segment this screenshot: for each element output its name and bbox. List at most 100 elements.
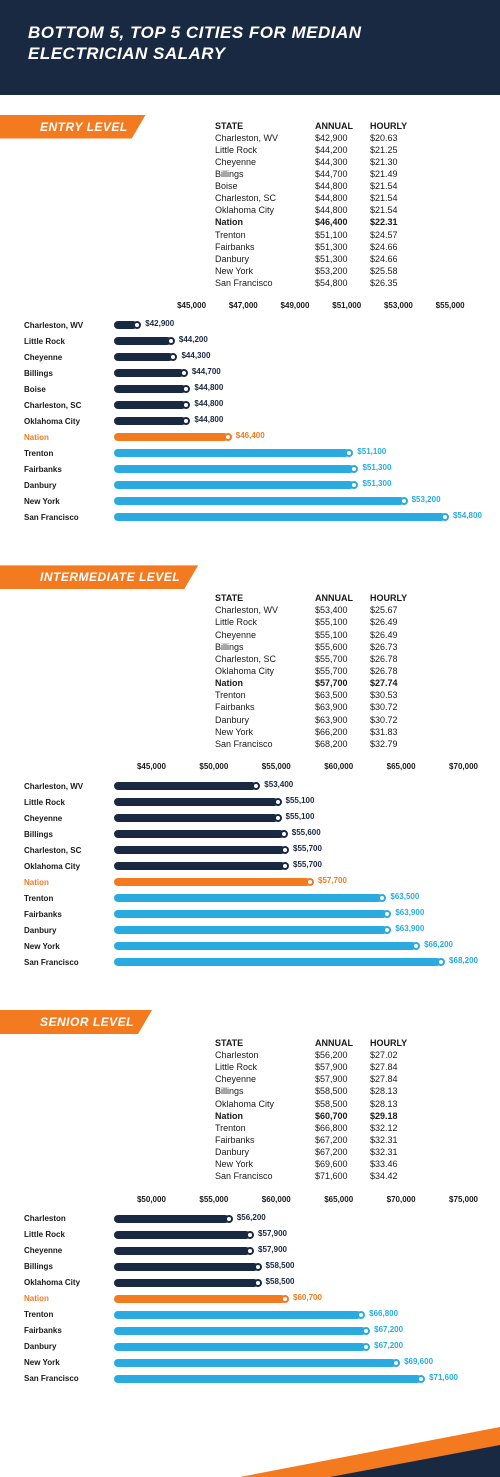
cell-state: Billings — [215, 641, 315, 653]
bar-row: New York$66,200 — [24, 938, 476, 954]
cell-hourly: $22.31 — [370, 216, 420, 228]
bar-label: Charleston, WV — [24, 782, 114, 791]
bar-track: $44,300 — [114, 353, 476, 361]
bar-fill — [114, 926, 387, 934]
bar-track: $67,200 — [114, 1327, 476, 1335]
level-section: ENTRY LEVELSTATEANNUALHOURLYCharleston, … — [0, 105, 500, 526]
cell-annual: $44,800 — [315, 192, 370, 204]
cell-hourly: $29.18 — [370, 1110, 420, 1122]
cell-state: San Francisco — [215, 1170, 315, 1182]
table-row: Charleston, SC$55,700$26.78 — [215, 653, 500, 665]
bar-track: $46,400 — [114, 433, 476, 441]
bar-marker — [280, 830, 288, 838]
cell-annual: $55,100 — [315, 616, 370, 628]
bar-fill — [114, 1279, 258, 1287]
bar-value: $51,100 — [357, 447, 386, 456]
table-row: Billings$55,600$26.73 — [215, 641, 500, 653]
bar-label: Nation — [24, 433, 114, 442]
cell-state: Fairbanks — [215, 701, 315, 713]
bar-value: $69,600 — [404, 1357, 433, 1366]
table-header: STATEANNUALHOURLY — [215, 1038, 500, 1048]
bar-track: $53,200 — [114, 497, 476, 505]
cell-hourly: $26.73 — [370, 641, 420, 653]
cell-state: Charleston, SC — [215, 192, 315, 204]
bar-track: $55,600 — [114, 830, 476, 838]
cell-annual: $51,100 — [315, 229, 370, 241]
bar-label: Fairbanks — [24, 1326, 114, 1335]
bar-row: Fairbanks$63,900 — [24, 906, 476, 922]
cell-annual: $60,700 — [315, 1110, 370, 1122]
bar-fill — [114, 481, 354, 489]
level-tag: ENTRY LEVEL — [0, 115, 146, 139]
cell-state: Fairbanks — [215, 1134, 315, 1146]
cell-state: Little Rock — [215, 1061, 315, 1073]
cell-state: Trenton — [215, 229, 315, 241]
bar-chart: $45,000$47,000$49,000$51,000$53,000$55,0… — [24, 301, 476, 525]
bar-marker — [254, 1263, 262, 1271]
bar-fill — [114, 1231, 250, 1239]
bar-label: Cheyenne — [24, 814, 114, 823]
cell-annual: $55,600 — [315, 641, 370, 653]
bar-marker — [281, 846, 289, 854]
cell-hourly: $28.13 — [370, 1098, 420, 1110]
bar-fill — [114, 417, 186, 425]
bar-marker — [350, 481, 358, 489]
bar-marker — [441, 513, 449, 521]
bar-fill — [114, 958, 441, 966]
cell-state: Little Rock — [215, 616, 315, 628]
cell-hourly: $25.58 — [370, 265, 420, 277]
bar-track: $44,800 — [114, 385, 476, 393]
bar-marker — [225, 1215, 233, 1223]
bar-track: $44,800 — [114, 401, 476, 409]
bar-fill — [114, 1263, 258, 1271]
cell-state: Nation — [215, 1110, 315, 1122]
bar-value: $51,300 — [362, 479, 391, 488]
axis-tick: $70,000 — [449, 762, 478, 771]
bar-marker — [246, 1231, 254, 1239]
bar-fill — [114, 830, 284, 838]
bar-track: $56,200 — [114, 1215, 476, 1223]
bar-value: $51,300 — [362, 463, 391, 472]
cell-annual: $51,300 — [315, 241, 370, 253]
axis-labels: $50,000$55,000$60,000$65,000$70,000$75,0… — [114, 1195, 476, 1205]
bar-marker — [224, 433, 232, 441]
bar-marker — [182, 401, 190, 409]
bar-value: $57,700 — [318, 876, 347, 885]
table-row: Danbury$67,200$32.31 — [215, 1146, 500, 1158]
bar-value: $67,200 — [374, 1341, 403, 1350]
cell-state: Cheyenne — [215, 629, 315, 641]
bar-track: $69,600 — [114, 1359, 476, 1367]
bar-track: $44,200 — [114, 337, 476, 345]
bar-track: $44,700 — [114, 369, 476, 377]
bar-track: $71,600 — [114, 1375, 476, 1383]
bar-row: Oklahoma City$55,700 — [24, 858, 476, 874]
cell-state: Charleston, WV — [215, 604, 315, 616]
table-row: San Francisco$54,800$26.35 — [215, 277, 500, 289]
cell-hourly: $27.84 — [370, 1061, 420, 1073]
bar-row: Trenton$66,800 — [24, 1307, 476, 1323]
bar-value: $53,200 — [412, 495, 441, 504]
bar-value: $53,400 — [264, 780, 293, 789]
bar-track: $51,100 — [114, 449, 476, 457]
cell-hourly: $30.72 — [370, 714, 420, 726]
bar-row: Cheyenne$44,300 — [24, 349, 476, 365]
cell-annual: $58,500 — [315, 1085, 370, 1097]
cell-annual: $67,200 — [315, 1146, 370, 1158]
bar-value: $55,100 — [286, 812, 315, 821]
bar-track: $42,900 — [114, 321, 476, 329]
bar-fill — [114, 1295, 285, 1303]
cell-hourly: $27.84 — [370, 1073, 420, 1085]
cell-annual: $66,800 — [315, 1122, 370, 1134]
cell-hourly: $21.25 — [370, 144, 420, 156]
bar-fill — [114, 433, 228, 441]
bar-row: Billings$44,700 — [24, 365, 476, 381]
axis-tick: $65,000 — [387, 762, 416, 771]
cell-annual: $55,100 — [315, 629, 370, 641]
cell-hourly: $26.49 — [370, 616, 420, 628]
cell-annual: $53,200 — [315, 265, 370, 277]
bar-fill — [114, 798, 278, 806]
cell-annual: $69,600 — [315, 1158, 370, 1170]
cell-annual: $55,700 — [315, 653, 370, 665]
bar-label: Danbury — [24, 481, 114, 490]
bar-value: $66,200 — [424, 940, 453, 949]
